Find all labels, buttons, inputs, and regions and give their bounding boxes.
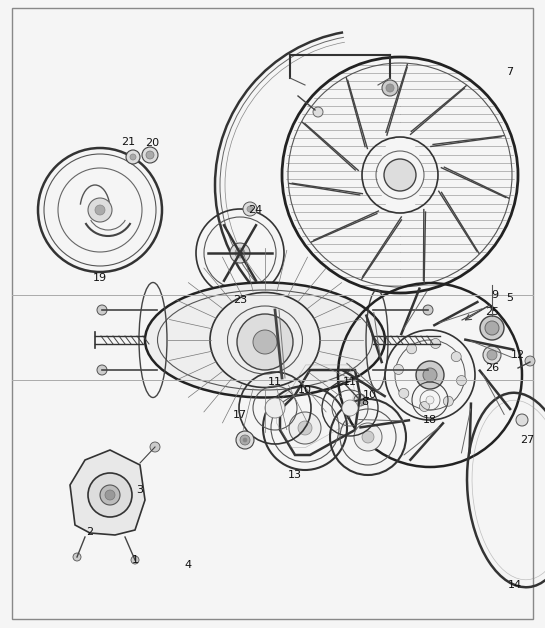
Circle shape <box>480 316 504 340</box>
Circle shape <box>423 305 433 315</box>
Circle shape <box>525 356 535 366</box>
Text: 4: 4 <box>184 560 191 570</box>
Circle shape <box>516 414 528 426</box>
Text: 14: 14 <box>508 580 522 590</box>
Circle shape <box>382 80 398 96</box>
Circle shape <box>407 344 416 354</box>
Circle shape <box>88 198 112 222</box>
Circle shape <box>97 305 107 315</box>
Circle shape <box>451 352 461 362</box>
Text: 11: 11 <box>268 377 282 387</box>
Circle shape <box>100 485 120 505</box>
Circle shape <box>247 206 253 212</box>
Text: 3: 3 <box>136 485 143 495</box>
Text: 9: 9 <box>492 290 499 300</box>
Circle shape <box>235 248 245 258</box>
Circle shape <box>73 553 81 561</box>
Circle shape <box>483 346 501 364</box>
Text: 11: 11 <box>343 377 357 387</box>
Circle shape <box>457 376 467 386</box>
Circle shape <box>354 394 366 406</box>
Circle shape <box>150 442 160 452</box>
Circle shape <box>240 435 250 445</box>
Text: 17: 17 <box>233 410 247 420</box>
Circle shape <box>95 205 105 215</box>
Circle shape <box>487 350 497 360</box>
Circle shape <box>354 423 382 451</box>
Circle shape <box>342 400 358 416</box>
Text: 25: 25 <box>485 307 499 317</box>
Circle shape <box>105 490 115 500</box>
Circle shape <box>313 107 323 117</box>
Text: 26: 26 <box>485 363 499 373</box>
Circle shape <box>485 321 499 335</box>
Circle shape <box>230 243 250 263</box>
Text: 12: 12 <box>511 350 525 360</box>
Text: 10: 10 <box>298 385 312 395</box>
Circle shape <box>386 84 394 92</box>
Circle shape <box>443 396 453 406</box>
Circle shape <box>253 330 277 354</box>
Circle shape <box>126 150 140 164</box>
Circle shape <box>426 396 434 404</box>
Circle shape <box>393 364 403 374</box>
Circle shape <box>384 159 416 191</box>
Text: 27: 27 <box>520 435 534 445</box>
Text: 21: 21 <box>121 137 135 147</box>
Circle shape <box>420 401 429 411</box>
Circle shape <box>88 473 132 517</box>
Polygon shape <box>70 450 145 535</box>
Circle shape <box>360 399 366 405</box>
Text: 20: 20 <box>145 138 159 148</box>
Text: 5: 5 <box>506 293 513 303</box>
Text: 2: 2 <box>87 527 94 537</box>
Circle shape <box>423 365 433 375</box>
Circle shape <box>431 338 440 349</box>
Circle shape <box>243 202 257 216</box>
Text: 1: 1 <box>131 555 138 565</box>
Circle shape <box>416 361 444 389</box>
Circle shape <box>243 438 247 442</box>
Text: 19: 19 <box>93 273 107 283</box>
Circle shape <box>97 365 107 375</box>
Circle shape <box>362 431 374 443</box>
Ellipse shape <box>145 283 385 398</box>
Circle shape <box>131 556 139 564</box>
Circle shape <box>142 147 158 163</box>
Text: 24: 24 <box>248 205 262 215</box>
Text: 8: 8 <box>361 397 368 407</box>
Circle shape <box>423 368 437 382</box>
Text: 10: 10 <box>363 390 377 400</box>
Text: 18: 18 <box>423 415 437 425</box>
Circle shape <box>236 431 254 449</box>
Circle shape <box>237 314 293 370</box>
Text: 23: 23 <box>233 295 247 305</box>
Circle shape <box>289 412 321 444</box>
Circle shape <box>146 151 154 159</box>
Circle shape <box>399 388 409 398</box>
Circle shape <box>130 154 136 160</box>
Text: 13: 13 <box>288 470 302 480</box>
Text: 7: 7 <box>506 67 513 77</box>
Circle shape <box>265 398 285 418</box>
Circle shape <box>298 421 312 435</box>
